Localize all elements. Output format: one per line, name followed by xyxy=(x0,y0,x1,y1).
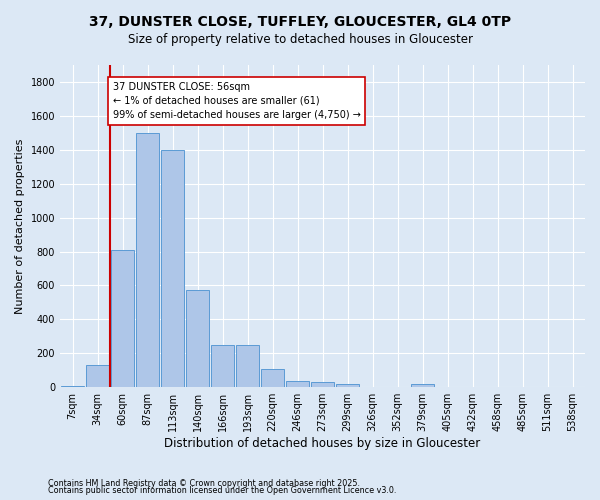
X-axis label: Distribution of detached houses by size in Gloucester: Distribution of detached houses by size … xyxy=(164,437,481,450)
Bar xyxy=(236,345,259,387)
Text: Contains HM Land Registry data © Crown copyright and database right 2025.: Contains HM Land Registry data © Crown c… xyxy=(48,478,360,488)
Bar xyxy=(136,133,159,387)
Bar xyxy=(61,386,84,387)
Bar xyxy=(336,384,359,387)
Text: Size of property relative to detached houses in Gloucester: Size of property relative to detached ho… xyxy=(128,32,473,46)
Text: 37, DUNSTER CLOSE, TUFFLEY, GLOUCESTER, GL4 0TP: 37, DUNSTER CLOSE, TUFFLEY, GLOUCESTER, … xyxy=(89,15,511,29)
Bar xyxy=(311,382,334,387)
Bar xyxy=(211,345,234,387)
Bar xyxy=(111,250,134,387)
Text: Contains public sector information licensed under the Open Government Licence v3: Contains public sector information licen… xyxy=(48,486,397,495)
Bar xyxy=(161,150,184,387)
Bar xyxy=(286,382,309,387)
Bar xyxy=(186,290,209,387)
Bar xyxy=(261,368,284,387)
Text: 37 DUNSTER CLOSE: 56sqm
← 1% of detached houses are smaller (61)
99% of semi-det: 37 DUNSTER CLOSE: 56sqm ← 1% of detached… xyxy=(113,82,361,120)
Bar xyxy=(86,365,109,387)
Bar xyxy=(411,384,434,387)
Y-axis label: Number of detached properties: Number of detached properties xyxy=(15,138,25,314)
